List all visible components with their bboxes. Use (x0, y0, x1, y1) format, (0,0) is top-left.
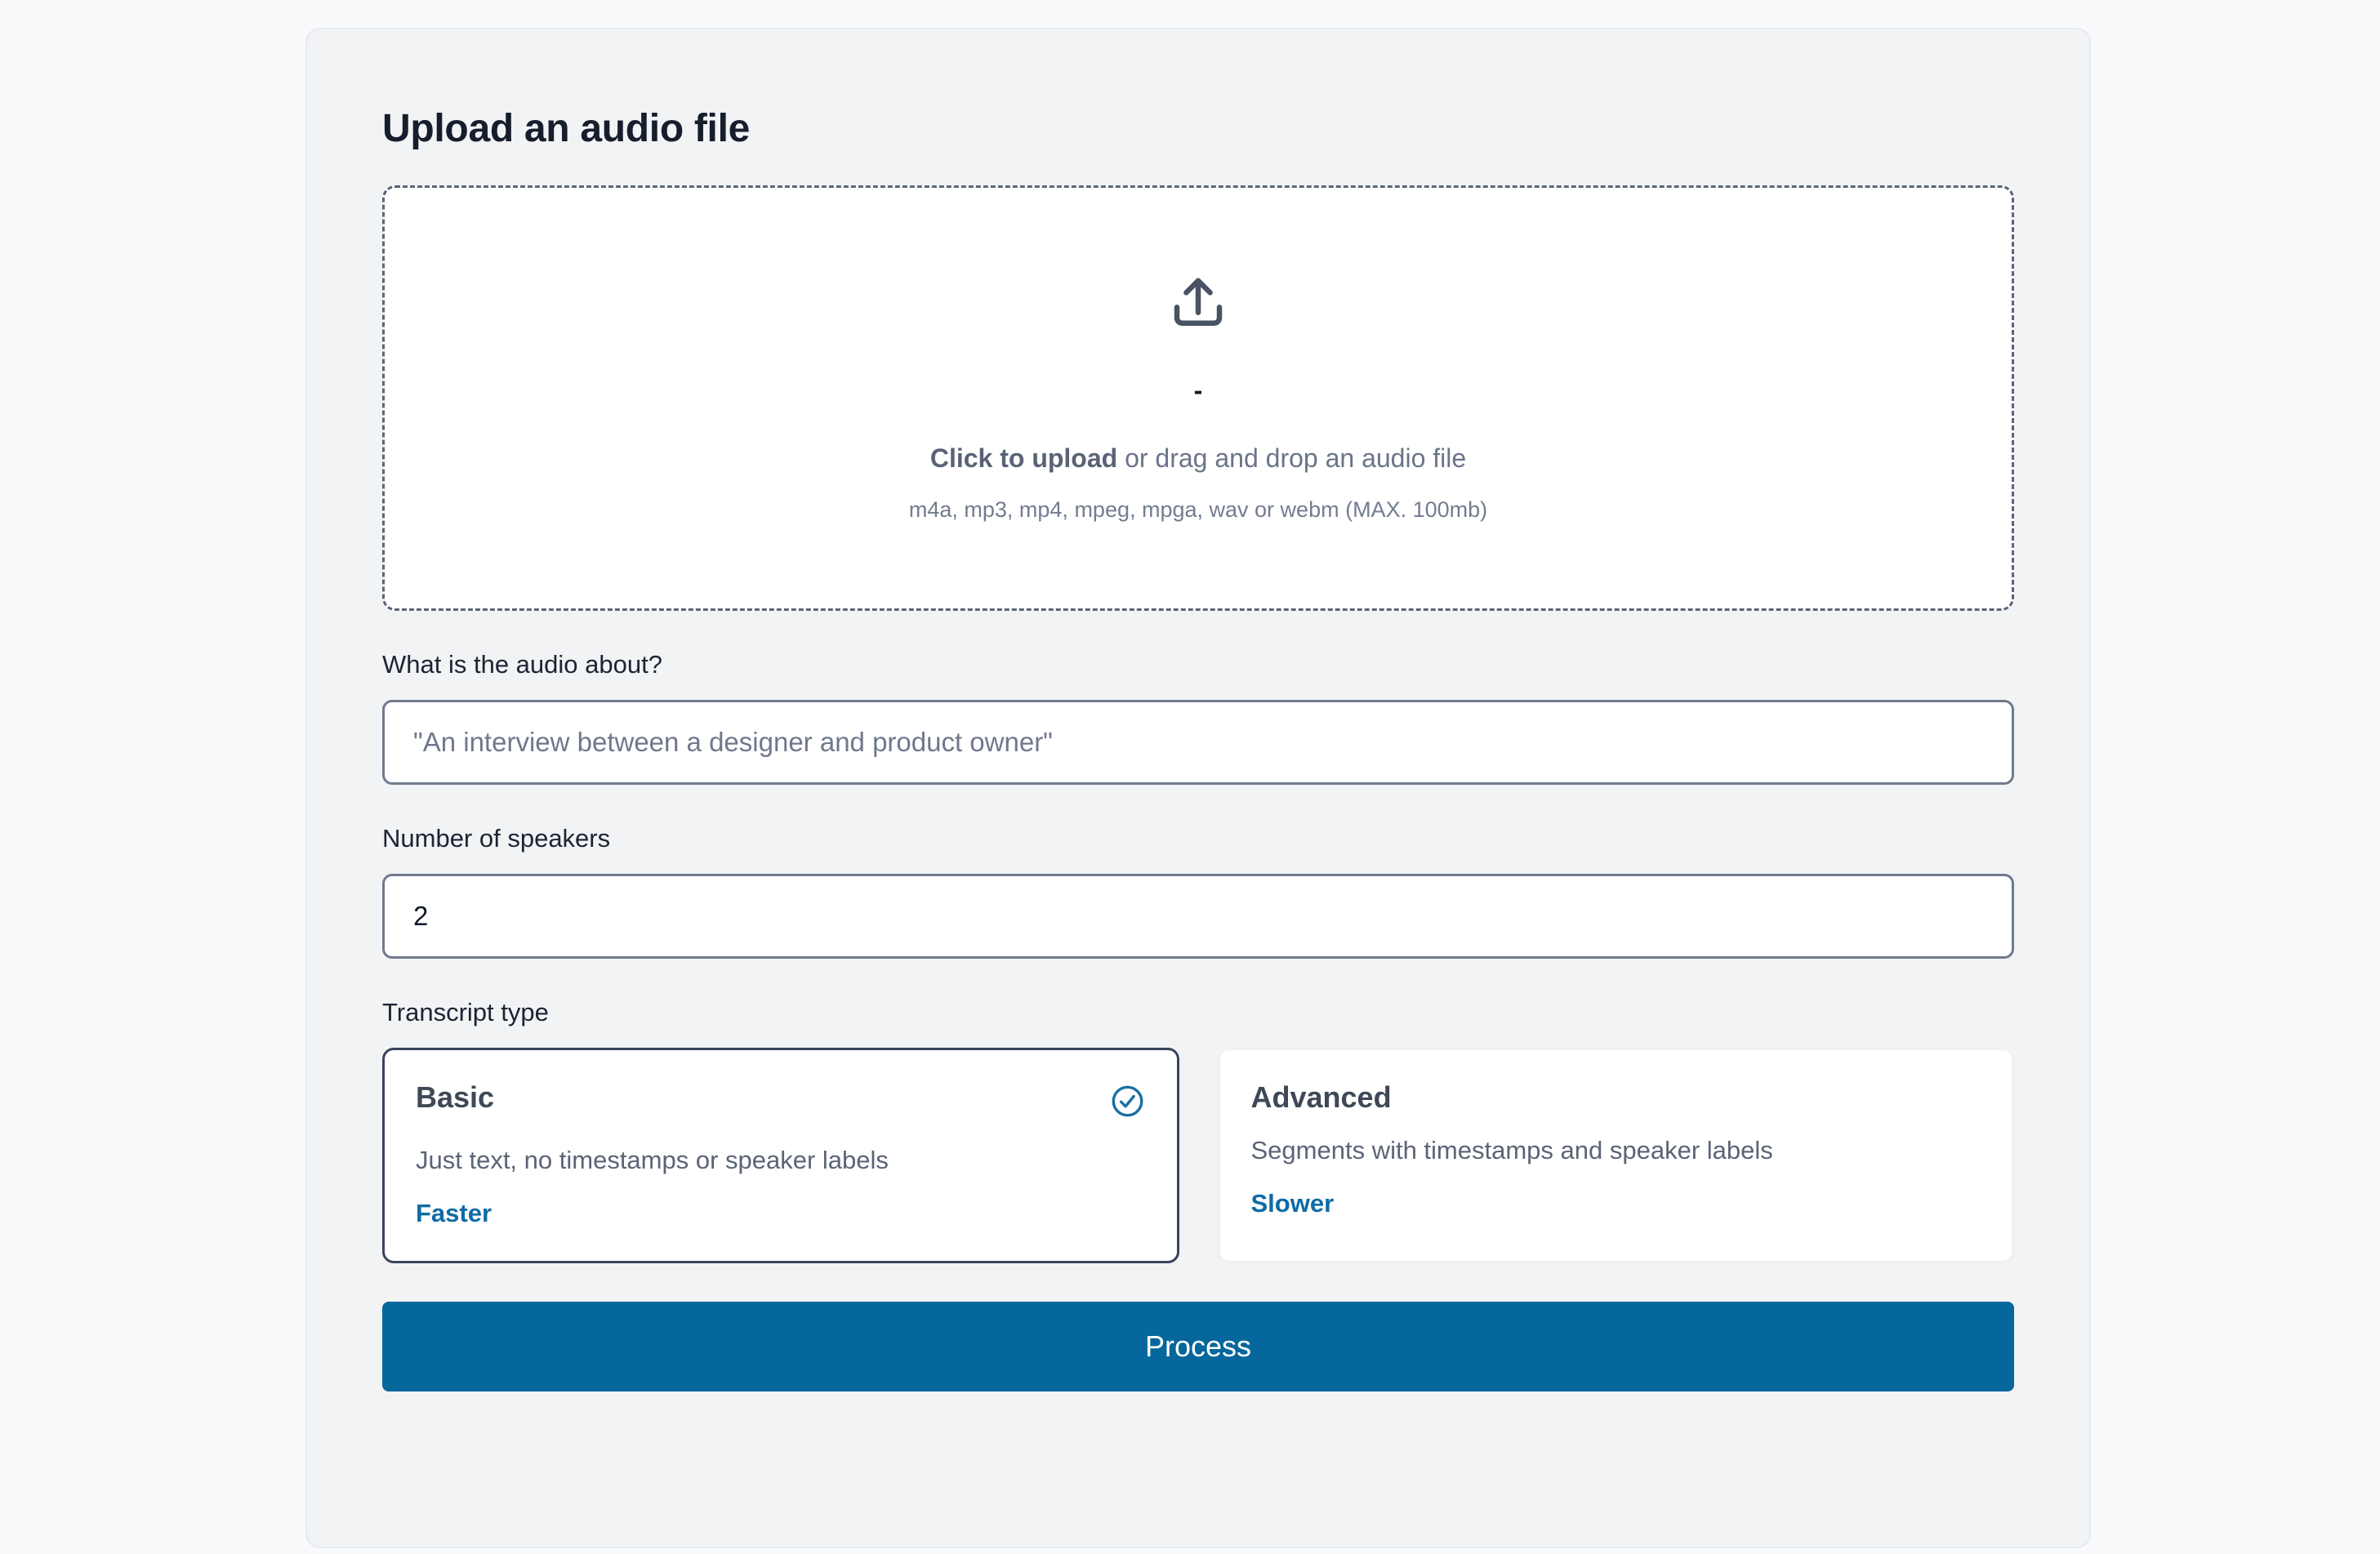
option-title: Basic (416, 1080, 495, 1115)
option-header: Advanced (1251, 1081, 1981, 1114)
speakers-field-group: Number of speakers (382, 823, 2014, 960)
transcript-type-option-advanced[interactable]: Advanced Segments with timestamps and sp… (1217, 1048, 2014, 1264)
upload-card: Upload an audio file - Click to upload o… (305, 28, 2091, 1548)
dropzone-cta-rest: or drag and drop an audio file (1117, 443, 1467, 474)
transcript-type-options: Basic Just text, no timestamps or speake… (382, 1048, 2014, 1264)
dropzone-formats: m4a, mp3, mp4, mpeg, mpga, wav or webm (… (908, 496, 1488, 522)
option-description: Segments with timestamps and speaker lab… (1250, 1135, 1773, 1164)
transcript-type-group: Transcript type Basic Just text, no time… (382, 997, 2014, 1264)
selected-filename: - (1193, 376, 1203, 406)
topic-input[interactable] (382, 699, 2014, 785)
transcript-type-option-basic[interactable]: Basic Just text, no timestamps or speake… (382, 1048, 1179, 1264)
topic-field-group: What is the audio about? (382, 649, 2014, 785)
dropzone-cta: Click to upload or drag and drop an audi… (930, 443, 1466, 474)
upload-icon (1166, 273, 1230, 336)
option-title: Advanced (1250, 1080, 1392, 1115)
file-dropzone[interactable]: - Click to upload or drag and drop an au… (382, 185, 2014, 611)
option-speed-badge: Faster (416, 1199, 492, 1228)
circle-check-icon (1109, 1081, 1146, 1124)
option-description: Just text, no timestamps or speaker labe… (416, 1146, 889, 1175)
dropzone-cta-strong: Click to upload (929, 443, 1118, 474)
process-button[interactable]: Process (382, 1302, 2014, 1392)
speakers-field-label: Number of speakers (382, 823, 611, 853)
page-title: Upload an audio file (382, 107, 751, 150)
topic-field-label: What is the audio about? (382, 649, 662, 679)
option-header: Basic (416, 1081, 1146, 1124)
option-speed-badge: Slower (1250, 1188, 1335, 1218)
transcript-type-label: Transcript type (382, 998, 549, 1027)
speakers-input[interactable] (382, 874, 2014, 960)
